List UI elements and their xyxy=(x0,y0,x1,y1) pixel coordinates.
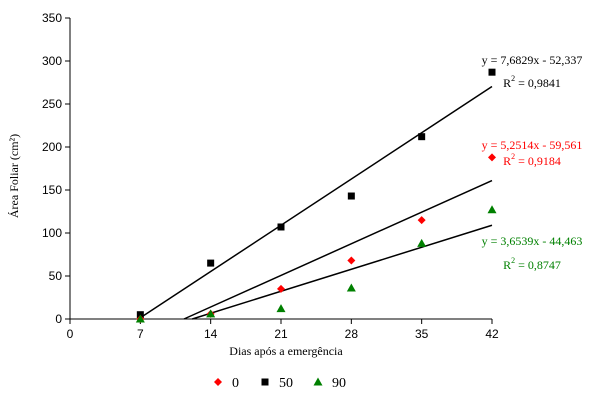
point-series-0 xyxy=(417,216,426,225)
r-squared-exponent: 2 xyxy=(511,256,515,265)
x-tick-label: 21 xyxy=(274,327,288,341)
y-tick-label: 50 xyxy=(49,269,63,283)
r-squared-value: = 0,9841 xyxy=(515,76,561,90)
x-tick-label: 14 xyxy=(204,327,218,341)
point-series-0 xyxy=(277,284,285,293)
point-series-90 xyxy=(276,304,286,313)
r-squared-exponent: 2 xyxy=(511,152,515,161)
trend-equation-0: y = 5,2514x - 59,561 xyxy=(482,138,583,152)
r-squared-prefix: R xyxy=(503,258,511,272)
r-squared-exponent: 2 xyxy=(511,74,515,83)
legend-marker-0 xyxy=(214,378,222,386)
r-squared-0: R2 = 0,9184 xyxy=(503,152,561,168)
point-series-90 xyxy=(135,314,145,323)
x-tick-label: 42 xyxy=(485,327,499,341)
x-tick-label: 7 xyxy=(137,327,144,341)
y-tick-label: 100 xyxy=(42,226,62,240)
y-axis-title: Área Foliar (cm²) xyxy=(7,134,21,218)
point-series-90 xyxy=(346,283,356,292)
point-series-50 xyxy=(488,68,496,76)
y-tick-label: 200 xyxy=(42,140,62,154)
point-series-90 xyxy=(206,309,216,318)
legend-label-90: 90 xyxy=(332,376,346,391)
y-tick-label: 350 xyxy=(42,11,62,25)
legend-label-50: 50 xyxy=(279,376,293,391)
trendlines xyxy=(138,85,493,320)
point-series-50 xyxy=(347,192,355,200)
point-series-50 xyxy=(418,133,426,141)
x-tick-label: 28 xyxy=(345,327,359,341)
legend-label-0: 0 xyxy=(232,376,239,391)
legend-marker-90 xyxy=(313,377,323,386)
r-squared-90: R2 = 0,8747 xyxy=(503,256,561,272)
y-tick-label: 0 xyxy=(55,312,62,326)
y-tick-label: 300 xyxy=(42,54,62,68)
y-tick-label: 250 xyxy=(42,97,62,111)
trendline-50 xyxy=(138,85,493,320)
point-series-50 xyxy=(277,223,285,231)
point-series-0 xyxy=(488,153,496,162)
legend: 0 50 90 xyxy=(214,376,346,391)
point-series-50 xyxy=(207,259,215,267)
point-series-90 xyxy=(417,238,427,247)
x-tick-label: 35 xyxy=(415,327,429,341)
r-squared-50: R2 = 0,9841 xyxy=(503,74,561,90)
r-squared-prefix: R xyxy=(503,76,511,90)
r-squared-prefix: R xyxy=(503,154,511,168)
markers xyxy=(135,68,497,323)
point-series-90 xyxy=(487,205,497,214)
x-axis-title: Dias após a emergência xyxy=(229,344,343,358)
trend-equation-50: y = 7,6829x - 52,337 xyxy=(482,53,583,67)
legend-marker-50 xyxy=(261,378,269,386)
axes: 0 50 100 150 200 250 300 350 0 7 14 21 28 35 42 xyxy=(42,11,499,341)
r-squared-value: = 0,9184 xyxy=(515,154,561,168)
trendline-0 xyxy=(183,179,493,320)
y-tick-label: 150 xyxy=(42,183,62,197)
trend-equation-90: y = 3,6539x - 44,463 xyxy=(482,234,583,248)
r-squared-value: = 0,8747 xyxy=(515,258,561,272)
x-tick-label: 0 xyxy=(67,327,74,341)
trendline-90 xyxy=(192,224,493,320)
point-series-0 xyxy=(347,256,356,265)
